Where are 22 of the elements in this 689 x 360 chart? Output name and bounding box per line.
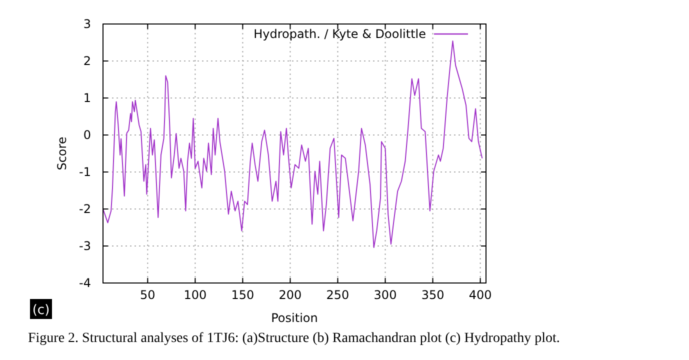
y-tick-label: 3 (83, 17, 91, 31)
caption: Figure 2. Structural analyses of 1TJ6: (a)Structure (b) Ramachandran plot (c) Hydropathy plot. (28, 331, 560, 346)
y-tick-label: 1 (83, 91, 91, 105)
x-axis-title: Position (271, 311, 318, 325)
x-tick-label: 400 (468, 288, 492, 302)
text: Hydropath. / Kyte & Doolittle (254, 27, 426, 41)
x-tick-label: 100 (184, 288, 207, 302)
x-tick-label: 350 (421, 288, 444, 302)
line-series (102, 40, 483, 248)
x-tick-label: 50 (140, 288, 156, 302)
y-axis-title: Score (55, 136, 69, 170)
y-tick-label: -2 (79, 202, 91, 216)
y-tick-label: 0 (83, 128, 91, 142)
text: (c) (32, 303, 50, 318)
y-tick-label: -1 (79, 165, 91, 179)
x-tick-label: 200 (278, 288, 302, 302)
x-tick-label: 150 (231, 288, 254, 302)
x-tick-label: 300 (374, 288, 397, 302)
y-tick-label: 2 (83, 54, 91, 68)
x-tick-label: 250 (326, 288, 350, 302)
y-tick-label: -3 (79, 239, 91, 253)
y-tick-label: -4 (79, 276, 91, 290)
